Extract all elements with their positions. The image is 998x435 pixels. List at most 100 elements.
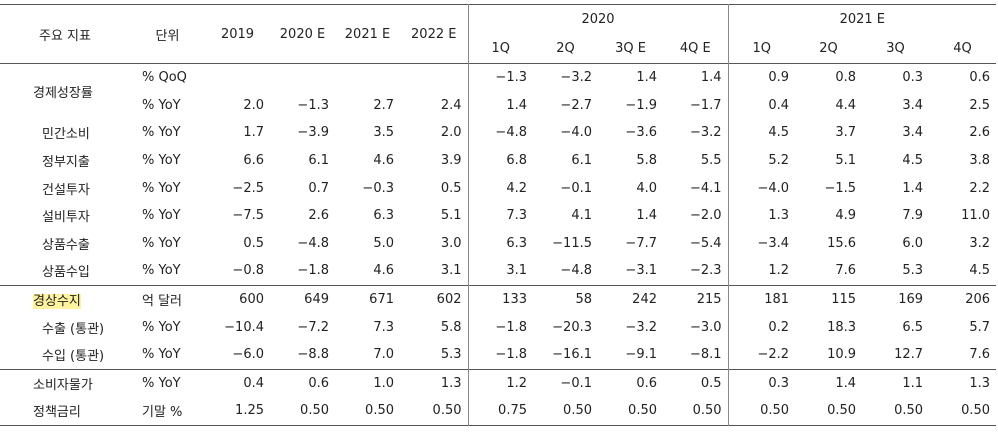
value-cell: 58 (575, 292, 592, 308)
unit-cell: % QoQ (142, 70, 187, 86)
value-cell: 0.5 (243, 235, 264, 251)
unit-cell: % YoY (142, 97, 181, 113)
value-cell: 0.2 (727, 313, 796, 341)
value-cell: −3.2 (625, 319, 657, 335)
unit-cell: % YoY (142, 235, 181, 251)
value-cell: 7.3 (373, 319, 394, 335)
value-cell: −0.8 (232, 263, 264, 279)
value-cell: 169 (898, 292, 924, 308)
table-row: 민간소비 % YoY 1.7 −3.9 3.5 2.0 −4.8 −4.0 −3.6 −3.2 4.… (0, 119, 996, 147)
value-cell: −2.3 (689, 263, 722, 279)
value-cell: 6.0 (902, 235, 924, 251)
row-label-text: 경상수지 (33, 294, 81, 310)
value-cell: −6.0 (232, 347, 264, 363)
value-cell: 6.6 (243, 153, 264, 169)
value-cell: 4.6 (373, 153, 394, 169)
value-cell: 3.5 (373, 125, 394, 141)
unit-cell: % YoY (142, 180, 181, 196)
value-cell: −11.5 (552, 235, 592, 251)
value-cell: −7.7 (625, 235, 657, 251)
unit-cell: % YoY (142, 208, 181, 224)
value-cell: 2.5 (969, 97, 991, 113)
value-cell: 115 (831, 292, 857, 308)
table-row: 정부지출 % YoY 6.6 6.1 4.6 3.9 6.8 6.1 5.8 5.5 5.2 5.1 4… (0, 146, 996, 175)
row-label: 정부지출 (0, 147, 130, 175)
value-cell: −4.8 (297, 235, 329, 251)
unit-cell: % YoY (142, 263, 181, 279)
value-cell: 0.50 (365, 403, 394, 419)
table-row: 건설투자 % YoY −2.5 0.7 −0.3 0.5 4.2 −0.1 4.0 −4.1 −4.… (0, 174, 996, 202)
value-cell: −3.6 (625, 125, 657, 141)
value-cell: 181 (727, 285, 796, 314)
value-cell: 0.4 (727, 91, 796, 120)
value-cell: −0.1 (560, 180, 592, 196)
header-cell: 4Q E (679, 41, 711, 56)
header-cell: 2Q (819, 41, 838, 56)
value-cell: 6.1 (571, 153, 592, 169)
value-cell: −1.3 (297, 97, 329, 113)
row-label-text: 정책금리 (33, 405, 81, 421)
value-cell: 0.50 (563, 403, 592, 419)
value-cell: 6.3 (373, 208, 394, 224)
value-cell: −4.0 (727, 174, 796, 202)
value-cell: 649 (304, 292, 329, 308)
value-cell: 1.4 (902, 180, 924, 196)
value-cell: 5.0 (373, 235, 394, 251)
row-label: 경상수지 (0, 285, 130, 313)
value-cell: 242 (632, 292, 657, 308)
value-cell: −3.2 (560, 70, 592, 86)
value-cell: 4.5 (902, 153, 924, 169)
value-cell: 4.5 (727, 119, 796, 147)
row-label-text: 건설투자 (42, 182, 90, 198)
value-cell: −0.3 (362, 180, 394, 196)
table-row: 상품수출 % YoY 0.5 −4.8 5.0 3.0 6.3 −11.5 −7.7 −5.4 −3… (0, 229, 996, 258)
value-cell: −0.1 (560, 375, 592, 391)
value-cell: 1.3 (727, 201, 796, 230)
value-cell: 0.75 (467, 397, 533, 426)
value-cell: 0.5 (440, 180, 462, 196)
value-cell: 5.2 (727, 146, 796, 175)
row-label: 민간소비 (0, 119, 130, 147)
header-cell: 2Q (556, 41, 575, 56)
value-cell: 1.4 (636, 208, 657, 224)
value-cell: 215 (696, 292, 722, 308)
value-cell: −3.0 (689, 319, 722, 335)
value-cell: −4.0 (560, 125, 592, 141)
value-cell: 0.8 (835, 70, 857, 86)
row-label-text: 설비투자 (42, 210, 90, 226)
row-label-text: 경제성장률 (33, 86, 93, 102)
value-cell: 2.6 (308, 208, 329, 224)
value-cell: 6.1 (308, 153, 329, 169)
empty-cell (270, 64, 335, 92)
value-cell: 2.7 (373, 97, 394, 113)
value-cell: 10.9 (827, 347, 857, 363)
value-cell: 4.4 (835, 97, 857, 113)
value-cell: 3.1 (440, 263, 462, 279)
value-cell: 7.6 (969, 347, 991, 363)
row-label: 상품수출 (0, 230, 130, 258)
value-cell: 3.7 (835, 125, 857, 141)
value-cell: 1.2 (727, 257, 796, 286)
value-cell: 0.4 (243, 375, 264, 391)
value-cell: 0.50 (727, 397, 796, 426)
value-cell: 2.4 (440, 97, 462, 113)
header-cell: 주요 지표 (39, 28, 91, 44)
value-cell: 1.4 (835, 375, 857, 391)
value-cell: −8.1 (689, 347, 722, 363)
empty-cell (205, 64, 270, 92)
table-row: 수출 (통관) % YoY −10.4 −7.2 7.3 5.8 −1.8 −20.3 −3.2… (0, 313, 996, 341)
value-cell: −3.1 (625, 263, 657, 279)
header-cell: 단위 (155, 28, 180, 44)
value-cell: 4.1 (571, 208, 592, 224)
header-cell: 2020 (467, 4, 729, 34)
table-row: 정책금리 기말 % 1.25 0.50 0.50 0.50 0.75 0.50 0.50 0.50… (0, 397, 996, 426)
value-cell: 602 (436, 292, 462, 308)
value-cell: 4.5 (969, 263, 991, 279)
value-cell: 7.0 (373, 347, 394, 363)
value-cell: 5.1 (440, 208, 462, 224)
value-cell: −20.3 (552, 319, 592, 335)
row-label: 경제성장률 (0, 64, 130, 120)
